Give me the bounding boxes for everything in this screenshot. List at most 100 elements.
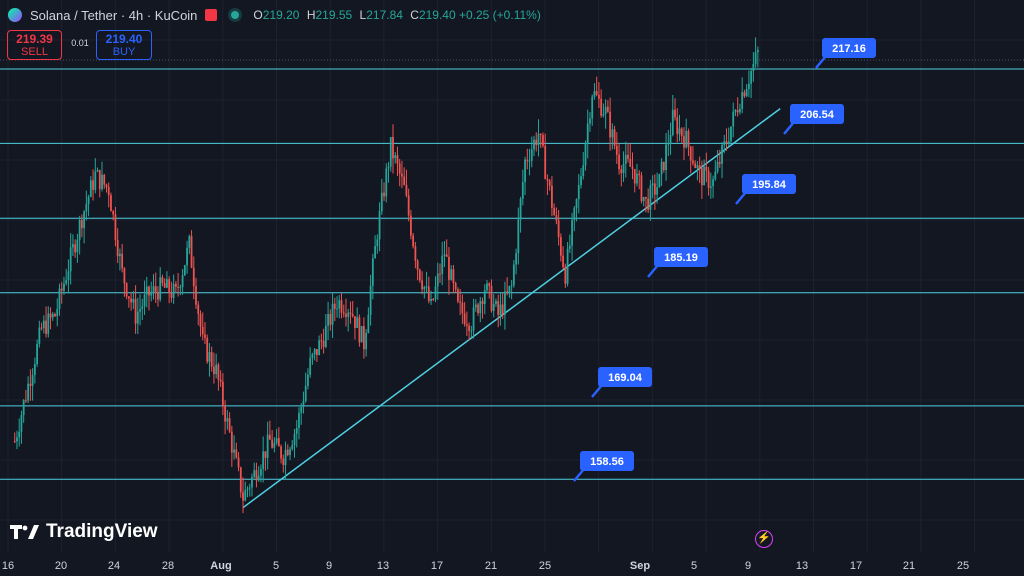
candle-body (539, 133, 542, 136)
candle-body (714, 171, 717, 180)
x-tick-label: Aug (210, 560, 231, 572)
candle-body (609, 111, 612, 138)
candle-body (709, 186, 712, 188)
candle-body (360, 326, 363, 343)
ohlc-readout: O219.20 H219.55 L217.84 C219.40 +0.25 (+… (253, 8, 541, 22)
candle-body (517, 219, 520, 254)
x-tick-label: 5 (273, 560, 279, 572)
candle-body (595, 91, 598, 95)
candle-body (58, 288, 61, 309)
candle-body (134, 299, 137, 324)
label-pointer (591, 384, 603, 398)
candle-body (219, 379, 222, 382)
x-tick-label: 9 (326, 560, 332, 572)
buy-price: 219.40 (105, 32, 143, 46)
label-text: 158.56 (590, 456, 624, 468)
candle-body (434, 286, 437, 300)
label-pointer (573, 468, 585, 482)
candle-body (510, 285, 513, 287)
candle-body (533, 139, 535, 150)
candle-body (354, 316, 356, 328)
solana-icon (8, 8, 22, 22)
candle-body (275, 438, 278, 443)
candle-body (656, 187, 659, 195)
candle-body (680, 128, 683, 137)
candle-body (376, 239, 379, 247)
candle-body (450, 269, 453, 280)
candle-body (154, 286, 157, 292)
level-label: 185.19 (647, 247, 708, 278)
candle-body (414, 246, 417, 261)
candle-body (56, 308, 59, 317)
candle-body (474, 304, 477, 308)
candle-body (521, 182, 524, 199)
buy-button[interactable]: 219.40 BUY (96, 30, 152, 60)
x-tick-label: 25 (957, 560, 969, 572)
candle-body (284, 449, 287, 466)
candle-body (186, 247, 188, 266)
lightning-icon[interactable]: ⚡ (755, 530, 773, 548)
candle-body (383, 192, 385, 197)
candle-body (519, 198, 522, 220)
candle-body (396, 155, 399, 164)
label-text: 206.54 (800, 109, 835, 121)
low-value: 217.84 (366, 8, 403, 22)
candle-body (72, 244, 74, 248)
candle-body (159, 277, 162, 300)
x-tick-label: 24 (108, 560, 120, 572)
candle-body (486, 283, 488, 291)
candle-body (356, 317, 359, 328)
candle-body (210, 352, 213, 367)
candle-body (371, 258, 374, 286)
candle-body (235, 449, 238, 458)
candle-body (157, 291, 159, 300)
candle-body (31, 374, 34, 386)
candle-body (499, 304, 502, 315)
candle-body (387, 166, 390, 169)
candle-body (322, 340, 325, 347)
candle-body (242, 492, 244, 501)
label-pointer (815, 55, 827, 69)
candle-body (589, 118, 591, 124)
candle-body (756, 49, 759, 53)
high-value: 219.55 (315, 8, 353, 22)
candle-body (362, 326, 365, 350)
candle-body (112, 211, 115, 215)
sell-button[interactable]: 219.39 SELL (7, 30, 62, 60)
candle-body (615, 145, 618, 155)
candle-body (741, 92, 744, 109)
candle-body (103, 174, 106, 185)
label-box (742, 174, 796, 194)
level-label: 169.04 (591, 367, 652, 398)
candle-body (174, 283, 177, 287)
candle-body (20, 415, 23, 432)
candle-body (441, 255, 444, 275)
candle-body (477, 304, 479, 314)
candle-body (575, 199, 578, 208)
candle-body (80, 219, 83, 229)
candle-body (293, 433, 296, 446)
candle-body (195, 286, 197, 305)
candle-body (430, 298, 432, 302)
x-tick-label: 25 (539, 560, 551, 572)
candle-body (479, 301, 482, 314)
flag-icon[interactable] (205, 9, 218, 21)
tradingview-logo[interactable]: TradingView (10, 521, 158, 543)
candle-body (703, 166, 706, 186)
x-tick-label: 13 (377, 560, 389, 572)
x-tick-label: 17 (431, 560, 443, 572)
candle-body (571, 220, 573, 246)
candle-body (389, 137, 392, 167)
symbol-title[interactable]: Solana / Tether · 4h · KuCoin (30, 7, 198, 23)
candle-body (618, 154, 620, 170)
candle-body (345, 313, 347, 317)
candle-body (739, 108, 741, 113)
candle-body (110, 195, 112, 212)
candle-body (398, 163, 401, 174)
trendline-line (242, 108, 781, 509)
candle-body (150, 291, 153, 296)
candle-body (101, 174, 103, 190)
candle-body (696, 165, 699, 169)
candle-body (694, 163, 697, 169)
